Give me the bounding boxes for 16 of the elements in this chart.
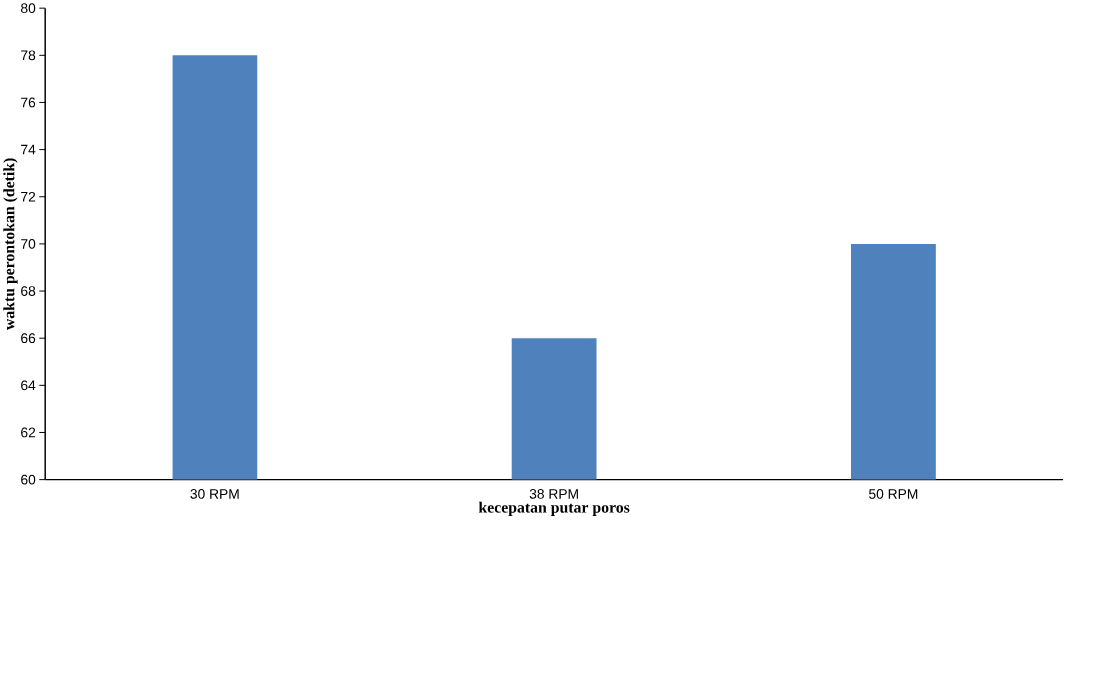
x-tick-label: 30 RPM	[190, 488, 239, 499]
y-tick-label: 76	[21, 97, 36, 108]
y-tick-label: 72	[21, 191, 36, 202]
x-tick-label: 50 RPM	[869, 488, 918, 499]
y-tick-label: 70	[21, 238, 36, 249]
y-tick-label: 60	[21, 474, 36, 485]
y-tick-label: 66	[21, 333, 36, 343]
y-tick-label: 80	[21, 3, 36, 13]
y-tick-label: 62	[21, 427, 36, 438]
x-tick-label: 38 RPM	[529, 488, 578, 499]
y-tick-label: 68	[21, 286, 36, 296]
y-axis-title: waktu perontokan (detik)	[3, 158, 18, 330]
x-axis-title: kecepatan putar poros	[478, 501, 630, 516]
y-tick-label: 78	[21, 50, 36, 61]
y-tick-label: 74	[21, 144, 36, 155]
y-tick-label: 64	[21, 380, 36, 391]
